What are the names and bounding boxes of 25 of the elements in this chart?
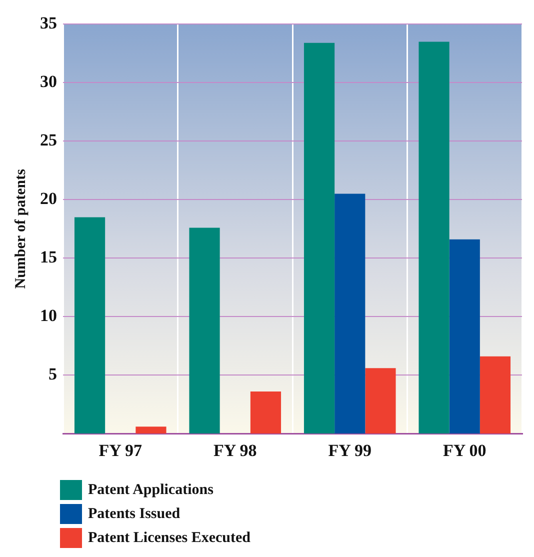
y-tick-label: 25	[40, 130, 57, 150]
y-tick-label: 10	[40, 306, 57, 326]
y-tick-label: 20	[40, 189, 57, 208]
legend-label: Patent Licenses Executed	[88, 530, 250, 546]
bar	[480, 356, 511, 434]
y-tick-label: 15	[40, 248, 57, 267]
x-tick-label: FY 99	[328, 441, 372, 460]
bar	[418, 42, 450, 434]
y-tick-label: 35	[40, 14, 57, 33]
y-tick-label: 30	[40, 72, 57, 92]
legend-label: Patents Issued	[88, 506, 180, 522]
bar	[334, 194, 366, 434]
bar	[74, 217, 106, 434]
bar	[304, 42, 335, 434]
y-axis-title: Number of patents	[12, 168, 29, 289]
x-tick-label: FY 97	[98, 441, 143, 460]
y-tick-label: 5	[48, 364, 57, 384]
legend-label: Patent Applications	[88, 482, 214, 498]
bar	[189, 228, 220, 434]
x-tick-label: FY 98	[213, 441, 257, 460]
bar	[250, 391, 282, 434]
bar	[136, 426, 166, 434]
bar	[365, 368, 396, 434]
bar	[449, 239, 480, 434]
x-tick-label: FY 00	[442, 441, 486, 460]
